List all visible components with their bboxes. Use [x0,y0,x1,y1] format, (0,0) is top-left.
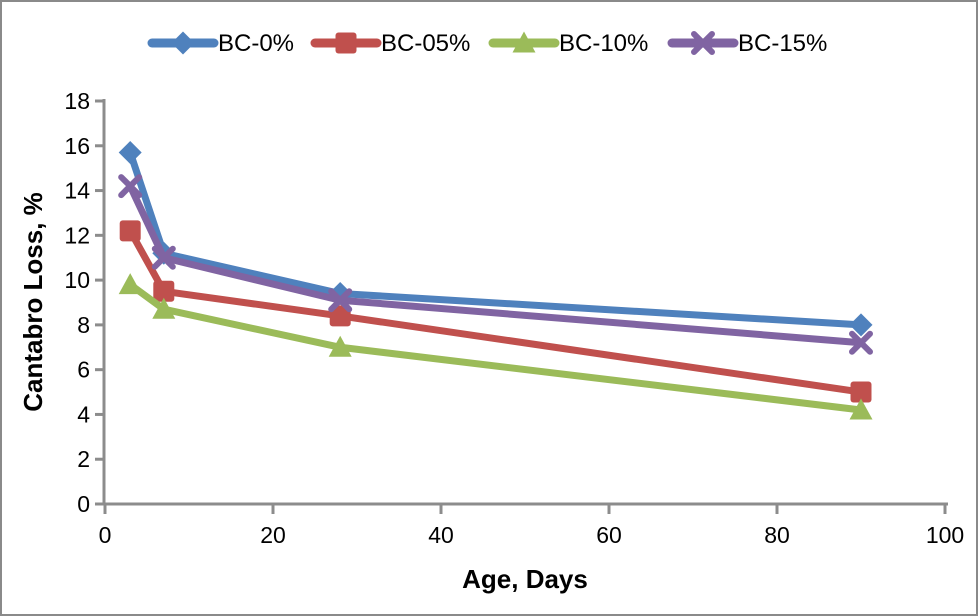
y-tick-label: 2 [77,446,90,472]
x-tick-label: 60 [596,522,622,548]
legend-label: BC-0% [218,30,294,57]
diamond-marker-icon [849,313,873,337]
square-marker-icon [153,280,175,302]
square-marker-icon [119,220,141,242]
y-tick-label: 12 [64,222,90,248]
series-line [126,148,865,329]
y-tick-label: 18 [64,88,90,114]
y-axis-title: Cantabro Loss, % [18,192,48,412]
x-axis-title: Age, Days [462,564,588,594]
series-BC-15% [118,174,873,355]
y-tick-label: 10 [64,267,90,293]
x-tick-label: 80 [764,522,790,548]
x-tick-label: 40 [428,522,454,548]
square-marker-icon [335,32,357,54]
series-line [126,227,865,396]
triangle-marker-icon [152,297,176,319]
x-marker-icon [849,330,873,355]
legend-label: BC-15% [738,30,827,57]
diamond-marker-icon [118,140,142,164]
legend-item-BC-05%: BC-05% [310,30,470,57]
square-marker-icon [329,305,351,327]
y-tick-label: 4 [77,401,90,427]
square-marker-icon [850,381,872,403]
x-tick-label: 100 [926,522,964,548]
x-marker-icon [118,174,143,199]
triangle-marker-icon [118,273,142,295]
legend-label: BC-05% [381,30,470,57]
series-BC-10% [118,273,873,420]
legend: BC-0% BC-05% BC-10% BC-15% [147,30,827,57]
x-tick-label: 20 [260,522,286,548]
series-BC-05% [119,220,872,403]
x-tick-label: 0 [99,522,112,548]
legend-label: BC-10% [559,30,648,57]
triangle-marker-icon [328,335,352,357]
series-line [126,182,865,347]
x-marker-icon [691,31,715,55]
x-marker-icon [151,245,176,270]
axes: 0 2 4 6 8 10 12 14 16 18 0 20 40 60 80 100 [64,88,964,548]
legend-item-BC-15%: BC-15% [667,30,827,57]
legend-item-BC-10%: BC-10% [488,30,648,57]
legend-item-BC-0%: BC-0% [147,30,294,57]
triangle-marker-icon [512,31,536,53]
y-tick-label: 6 [77,357,90,383]
x-marker-icon [328,288,353,313]
y-tick-label: 16 [64,133,90,159]
y-tick-label: 8 [77,312,90,338]
y-tick-label: 14 [64,178,90,204]
series-line [126,281,865,414]
series-group [118,140,873,420]
y-tick-label: 0 [77,491,90,517]
triangle-marker-icon [849,398,873,420]
diamond-marker-icon [171,31,195,55]
